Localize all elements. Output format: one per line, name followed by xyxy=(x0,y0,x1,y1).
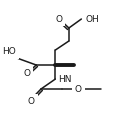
Text: HO: HO xyxy=(2,47,16,56)
Text: O: O xyxy=(23,70,30,78)
Text: O: O xyxy=(74,85,81,93)
Text: O: O xyxy=(55,15,62,24)
Text: HN: HN xyxy=(58,75,71,83)
Text: O: O xyxy=(28,97,35,106)
Text: OH: OH xyxy=(85,15,98,24)
